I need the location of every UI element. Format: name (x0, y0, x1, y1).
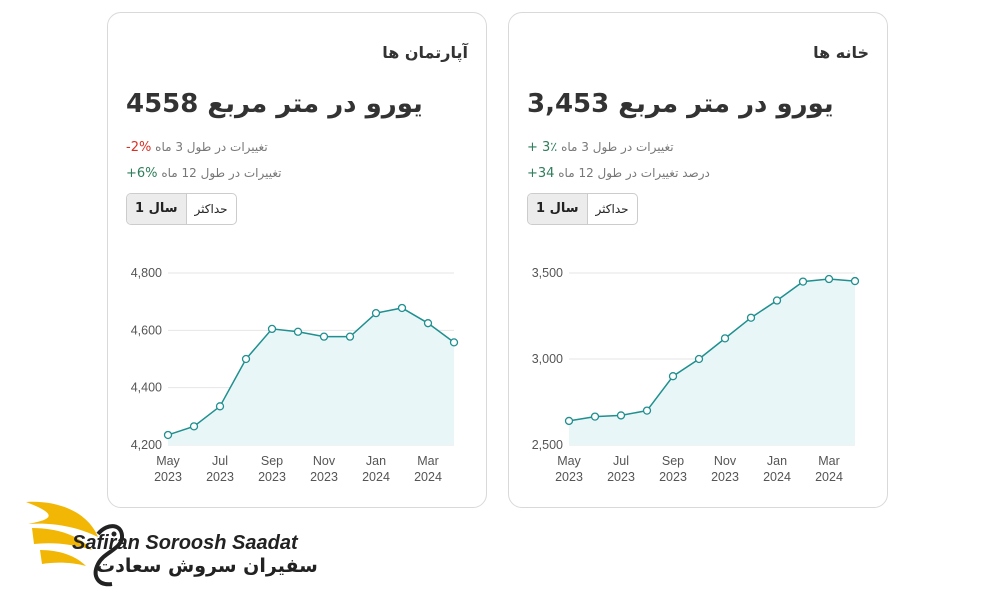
x-tick-label: Jan (767, 454, 787, 468)
data-point (319, 332, 329, 341)
x-tick-label: 2023 (711, 470, 739, 484)
x-tick-label: 2023 (154, 470, 182, 484)
series-area (569, 279, 855, 445)
data-point (449, 338, 459, 347)
data-point (668, 372, 678, 381)
data-point (241, 354, 251, 364)
x-tick-label: 2023 (206, 470, 234, 484)
x-tick-label: Nov (714, 454, 737, 468)
range-max-button[interactable]: حداکثر (194, 202, 228, 216)
card-title: آپارتمان ها (382, 43, 468, 62)
data-point (850, 276, 860, 286)
x-tick-label: Sep (261, 454, 283, 468)
data-point (798, 277, 808, 286)
change-3-value: + 3٪ (527, 140, 558, 155)
y-tick-label: 2,500 (532, 438, 563, 452)
data-point (397, 303, 407, 313)
x-tick-label: Mar (417, 454, 439, 468)
x-tick-label: 2023 (659, 470, 687, 484)
y-tick-label: 4,400 (131, 381, 162, 395)
data-point (371, 308, 381, 318)
change-12-months: +34 درصد تغییرات در طول 12 ماه (527, 166, 710, 181)
y-tick-label: 3,500 (532, 266, 563, 280)
houses-price-chart: 2,500 3,000 3,500 May 2023 Jul 2023 Sep 2023 Nov 2… (532, 266, 860, 484)
change-3-value: -2% (126, 140, 152, 155)
change-3-label: تغییرات در طول 3 ماه (155, 140, 268, 154)
series-area (168, 307, 454, 445)
x-tick-label: Sep (662, 454, 684, 468)
data-point (163, 430, 173, 440)
change-3-months: -2% تغییرات در طول 3 ماه (126, 140, 268, 155)
x-tick-label: Nov (313, 454, 336, 468)
data-point (590, 412, 600, 421)
series-line (568, 278, 856, 422)
brand-name-english: Safiran Soroosh Saadat (72, 532, 298, 554)
data-point (293, 327, 303, 336)
wing-logo-icon (26, 501, 124, 587)
x-tick-label: Jan (366, 454, 386, 468)
apartments-card: آپارتمان ها یورو در متر مربع 4558 -2% تغ… (107, 12, 487, 508)
x-tick-label: 2024 (763, 470, 791, 484)
x-tick-label: May (156, 454, 180, 468)
brand-name-persian: سفیران سروش سعادت (96, 555, 318, 577)
data-point (824, 274, 834, 284)
change-12-label: درصد تغییرات در طول 12 ماه (558, 166, 710, 180)
price-per-sqm: یورو در متر مربع 3,453 (527, 89, 834, 119)
data-point (564, 416, 574, 426)
data-point (616, 411, 626, 420)
x-tick-label: 2023 (555, 470, 583, 484)
x-tick-label: 2023 (310, 470, 338, 484)
change-12-months: +6% تغییرات در طول 12 ماه (126, 166, 282, 181)
houses-card: خانه ها یورو در متر مربع 3,453 + 3٪ تغیی… (508, 12, 888, 508)
range-1-year-button[interactable]: 1 سال (127, 194, 187, 224)
change-3-label: تغییرات در طول 3 ماه (561, 140, 674, 154)
data-point (694, 354, 704, 364)
data-point (189, 422, 199, 431)
change-12-value: +34 (527, 166, 555, 181)
x-tick-label: 2024 (815, 470, 843, 484)
data-point (345, 332, 355, 341)
price-per-sqm: یورو در متر مربع 4558 (126, 89, 423, 119)
x-tick-label: 2023 (258, 470, 286, 484)
x-tick-label: 2024 (414, 470, 442, 484)
x-tick-label: May (557, 454, 581, 468)
series-line (167, 307, 455, 436)
change-3-months: + 3٪ تغییرات در طول 3 ماه (527, 140, 674, 155)
range-max-button[interactable]: حداکثر (595, 202, 629, 216)
x-tick-label: 2024 (362, 470, 390, 484)
data-point (423, 319, 433, 328)
data-point (267, 324, 277, 334)
range-1-year-button[interactable]: 1 سال (528, 194, 588, 224)
data-point (746, 313, 756, 322)
change-12-label: تغییرات در طول 12 ماه (161, 166, 282, 180)
x-tick-label: Mar (818, 454, 840, 468)
y-tick-label: 3,000 (532, 352, 563, 366)
range-toggle: 1 سال حداکثر (527, 193, 638, 225)
y-tick-label: 4,800 (131, 266, 162, 280)
apartments-price-chart: 4,200 4,400 4,600 4,800 May 2023 Jul 2023 Sep 202… (131, 266, 459, 484)
range-toggle: 1 سال حداکثر (126, 193, 237, 225)
card-title: خانه ها (813, 43, 869, 62)
change-12-value: +6% (126, 166, 158, 181)
data-point (215, 402, 225, 411)
x-tick-label: 2023 (607, 470, 635, 484)
x-tick-label: Jul (613, 454, 629, 468)
data-point (642, 406, 652, 415)
data-point (772, 296, 782, 305)
y-tick-label: 4,600 (131, 323, 162, 337)
data-point (720, 334, 730, 343)
y-tick-label: 4,200 (131, 438, 162, 452)
x-tick-label: Jul (212, 454, 228, 468)
